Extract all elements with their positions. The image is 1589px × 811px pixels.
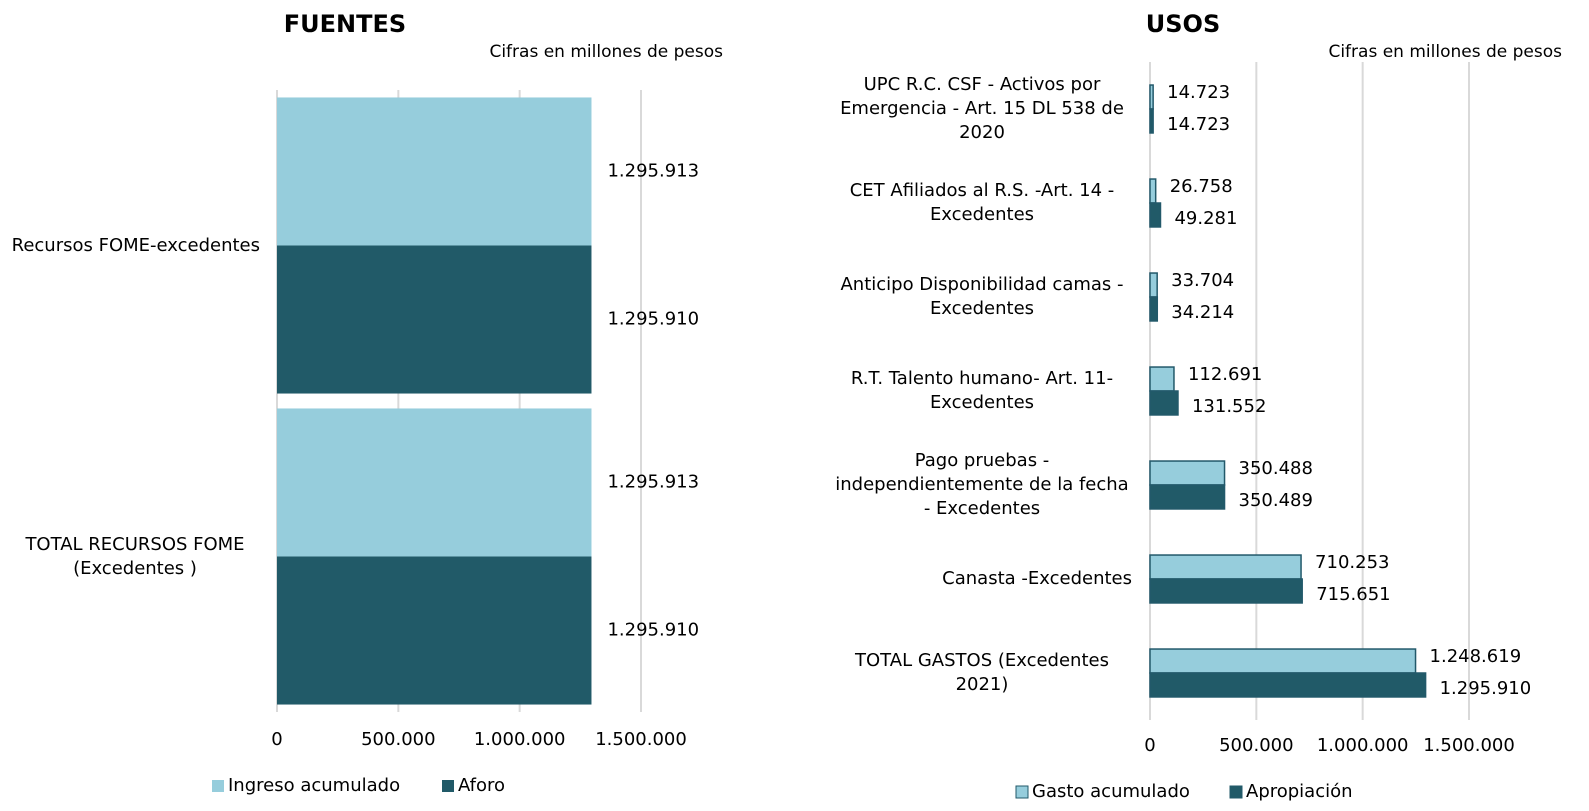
- bar: [1149, 202, 1162, 228]
- bar: [277, 556, 592, 705]
- value-label: 14.723: [1167, 114, 1230, 135]
- x-tick-label: 1.000.000: [474, 729, 566, 750]
- bar: [1149, 484, 1226, 510]
- value-label: 1.295.910: [607, 620, 699, 641]
- value-label: 1.295.913: [607, 160, 699, 181]
- value-label: 350.488: [1239, 458, 1313, 479]
- bar: [1149, 108, 1154, 134]
- category-label: CET Afiliados al R.S. -Art. 14 - Exceden…: [849, 180, 1115, 225]
- category-label: Pago pruebas - independientemente de la …: [835, 450, 1129, 519]
- legend-swatch: [1229, 785, 1243, 799]
- bar: [1149, 578, 1303, 604]
- value-label: 1.295.910: [1440, 678, 1532, 699]
- value-label: 715.651: [1316, 584, 1390, 605]
- x-tick-label: 500.000: [361, 729, 435, 750]
- x-tick-label: 0: [1144, 735, 1155, 756]
- bar: [1149, 366, 1175, 392]
- category-label: TOTAL RECURSOS FOME (Excedentes ): [25, 533, 245, 579]
- category-label: Anticipo Disponibilidad camas - Excedent…: [840, 274, 1124, 319]
- value-label: 1.295.913: [607, 471, 699, 492]
- bar: [1149, 272, 1158, 298]
- x-tick-label: 1.500.000: [1423, 735, 1515, 756]
- x-tick-label: 0: [271, 729, 282, 750]
- bar: [1149, 554, 1302, 580]
- subtitle: Cifras en millones de pesos: [489, 42, 723, 62]
- value-label: 112.691: [1188, 364, 1262, 385]
- bar: [1149, 296, 1159, 322]
- category-label: UPC R.C. CSF - Activos por Emergencia - …: [840, 74, 1124, 143]
- x-tick-label: 1.500.000: [595, 729, 687, 750]
- category-label: Canasta -Excedentes: [942, 568, 1132, 589]
- legend-swatch: [1015, 785, 1029, 799]
- bar: [1149, 672, 1427, 698]
- chart-title: USOS: [1146, 10, 1220, 38]
- value-label: 49.281: [1174, 208, 1237, 229]
- legend-swatch: [442, 780, 454, 792]
- bar: [277, 408, 592, 557]
- bar: [1149, 84, 1154, 110]
- value-label: 1.295.910: [607, 309, 699, 330]
- bar: [1149, 178, 1157, 204]
- category-label: TOTAL GASTOS (Excedentes 2021): [855, 650, 1109, 695]
- legend-label: Aforo: [458, 775, 505, 796]
- legend-swatch: [212, 780, 224, 792]
- value-label: 14.723: [1167, 82, 1230, 103]
- value-label: 1.248.619: [1430, 646, 1522, 667]
- legend-label: Ingreso acumulado: [228, 775, 400, 796]
- value-label: 131.552: [1192, 396, 1266, 417]
- category-label: Recursos FOME-excedentes: [11, 234, 260, 256]
- bar: [277, 97, 592, 246]
- value-label: 34.214: [1171, 302, 1234, 323]
- value-label: 710.253: [1315, 552, 1389, 573]
- bar: [277, 245, 592, 394]
- value-label: 26.758: [1170, 176, 1233, 197]
- bar: [1149, 648, 1417, 674]
- value-label: 350.489: [1239, 490, 1313, 511]
- subtitle: Cifras en millones de pesos: [1328, 42, 1562, 62]
- value-label: 33.704: [1171, 270, 1234, 291]
- bar: [1149, 390, 1179, 416]
- bar: [1149, 460, 1226, 486]
- chart-title: FUENTES: [284, 10, 406, 38]
- x-tick-label: 500.000: [1219, 735, 1293, 756]
- legend-label: Gasto acumulado: [1032, 781, 1190, 802]
- x-tick-label: 1.000.000: [1317, 735, 1409, 756]
- category-label: R.T. Talento humano- Art. 11- Excedentes: [850, 368, 1114, 413]
- legend-label: Apropiación: [1246, 781, 1353, 802]
